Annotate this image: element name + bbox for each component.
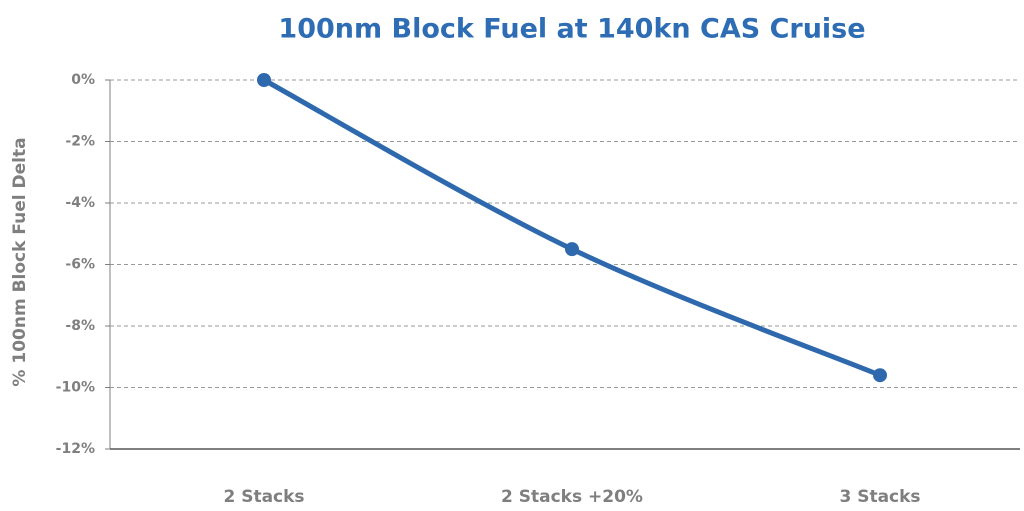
y-tick-label: -10%	[56, 380, 95, 396]
chart-title: 100nm Block Fuel at 140kn CAS Cruise	[278, 14, 865, 45]
series-line	[262, 77, 881, 378]
point-marker	[565, 242, 579, 257]
y-tick-label: -2%	[65, 134, 95, 150]
x-tick-label: 2 Stacks	[223, 487, 304, 507]
x-tick-label: 3 Stacks	[839, 487, 920, 507]
point-marker	[257, 73, 271, 87]
y-tick-label: -6%	[65, 257, 95, 273]
x-tick-label: 2 Stacks +20%	[501, 487, 643, 507]
y-tick-label: -4%	[65, 195, 95, 211]
y-tick-label: -12%	[56, 441, 95, 457]
y-tick-label: 0%	[71, 72, 95, 88]
y-tick-label: -8%	[65, 318, 95, 334]
point-marker	[873, 368, 887, 383]
y-axis-label: % 100nm Block Fuel Delta	[10, 137, 30, 386]
